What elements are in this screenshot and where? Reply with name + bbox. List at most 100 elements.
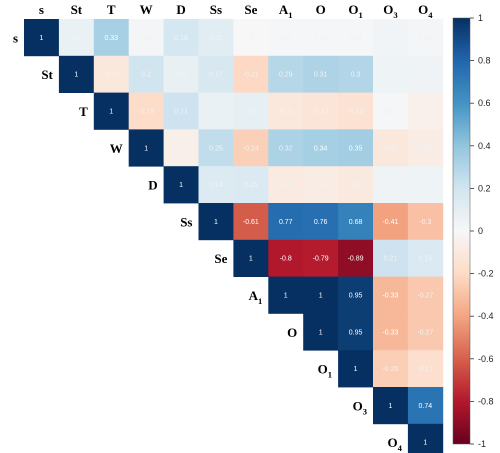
heatmap-cell [303, 129, 339, 167]
column-label-s-text: s [39, 2, 44, 17]
cell-value-label: 0.01 [279, 35, 293, 42]
cell-value-label: 1 [144, 145, 148, 152]
column-label-o4: O4 [418, 2, 433, 20]
row-label-a1-subscript: 1 [258, 296, 262, 306]
column-label-t: T [107, 2, 116, 17]
heatmap-cell [373, 313, 409, 351]
colorbar-tick-label: 0.2 [478, 183, 491, 193]
heatmap-cell [303, 203, 339, 241]
heatmap-cell [303, 92, 339, 130]
cell-value-label: 0.01 [314, 35, 328, 42]
cell-value-label: -0.21 [243, 72, 259, 79]
colorbar-tick-label: -0.6 [478, 354, 494, 364]
heatmap-cell [93, 55, 130, 93]
cell-value-label: -0.11 [278, 109, 294, 116]
cell-value-label: 0.32 [279, 145, 293, 152]
cell-value-label: 0.02 [139, 35, 153, 42]
cell-value-label: 0.05 [419, 182, 433, 189]
heatmap-cell [338, 166, 374, 204]
heatmap-cell [338, 55, 374, 93]
heatmap-cell [128, 55, 164, 93]
cell-value-label: 1 [354, 366, 358, 373]
cell-value-label: 0.29 [279, 72, 293, 79]
heatmap-cell [303, 19, 339, 57]
cell-value-label: 0.76 [314, 219, 328, 226]
heatmap-cell [268, 55, 304, 93]
heatmap-cell [338, 129, 374, 167]
cell-value-label: 0.77 [279, 219, 293, 226]
column-label-ss: Ss [210, 2, 222, 17]
heatmap-cell [198, 55, 234, 93]
heatmap-cell [58, 55, 95, 93]
cell-value-label: 0.08 [174, 72, 188, 79]
column-label-o-text: O [316, 2, 326, 17]
cell-value-label: -0.15 [348, 109, 364, 116]
heatmap-cell [407, 313, 444, 351]
colorbar-tick-label: -0.8 [478, 396, 494, 406]
heatmap-cell [338, 350, 374, 388]
cell-value-label: 0.17 [209, 72, 223, 79]
cell-value-label: 0.25 [209, 145, 223, 152]
cell-value-label: 1 [39, 35, 43, 42]
heatmap-cell [233, 129, 269, 167]
cell-value-label: 1 [423, 440, 427, 447]
row-label-o-text: O [287, 325, 297, 340]
column-labels: s St T W D Ss Se A1 O O1 O3 O4 [39, 2, 433, 20]
row-label-w: W [110, 141, 123, 156]
heatmap-cell [407, 239, 444, 277]
heatmap-cell [198, 203, 234, 241]
cell-value-label: -0.1 [350, 182, 362, 189]
column-label-o1-subscript: 1 [358, 10, 362, 20]
cell-value-label: 0.14 [209, 182, 223, 189]
heatmap-cell [373, 92, 409, 130]
row-label-ss-text: Ss [180, 214, 192, 229]
column-label-se: Se [244, 2, 257, 17]
heatmap-cell [233, 166, 269, 204]
colorbar: -1 -0.8 -0.6 -0.4 -0.2 0 0.2 0.4 0.6 0.8 1 [452, 13, 494, 449]
heatmap-cell [373, 166, 409, 204]
heatmap-cell [24, 19, 60, 57]
row-label-o3: O3 [353, 398, 367, 416]
column-label-st-text: St [71, 2, 83, 17]
heatmap-cell [373, 19, 409, 57]
heatmap-cell [373, 129, 409, 167]
colorbar-tick-label: -0.4 [478, 311, 494, 321]
heatmap-cell [163, 55, 199, 93]
heatmap-cell [93, 19, 130, 57]
heatmap-cell [58, 19, 95, 57]
column-label-t-text: T [107, 2, 116, 17]
cell-value-label: 1 [74, 72, 78, 79]
colorbar-gradient [452, 17, 471, 445]
heatmap-cell [338, 239, 374, 277]
cell-value-label: 0.33 [104, 35, 118, 42]
cell-value-label: -0.08 [417, 145, 433, 152]
column-label-o4-subscript: 4 [428, 10, 433, 20]
cell-value-label: -0.27 [417, 329, 433, 336]
row-label-ss: Ss [180, 214, 192, 229]
colorbar-tick-label: -1 [478, 439, 486, 449]
column-label-o: O [316, 2, 326, 17]
row-label-st-text: St [41, 67, 53, 82]
heatmap-cell [407, 19, 444, 57]
cell-value-label: 0.18 [174, 35, 188, 42]
column-label-d: D [176, 2, 185, 17]
cell-value-label: -0.08 [313, 182, 329, 189]
cell-value-label: -0.09 [278, 182, 294, 189]
cell-value-label: 0.95 [349, 329, 363, 336]
cell-value-label: 0.35 [349, 145, 363, 152]
cell-value-label: 0.21 [174, 109, 188, 116]
cell-value-label: -0.33 [382, 293, 398, 300]
cell-value-label: 1 [249, 256, 253, 263]
heatmap-cell [373, 203, 409, 241]
cell-value-label: 1 [214, 219, 218, 226]
column-label-ss-text: Ss [210, 2, 222, 17]
heatmap-cell [407, 129, 444, 167]
row-label-o4-subscript: 4 [398, 443, 403, 453]
heatmap-cell [373, 55, 409, 93]
heatmap-cell [268, 203, 304, 241]
heatmap-cell [163, 92, 199, 130]
cell-value-label: 0.04 [419, 72, 433, 79]
row-label-t-text: T [79, 104, 88, 119]
column-label-st: St [71, 2, 83, 17]
